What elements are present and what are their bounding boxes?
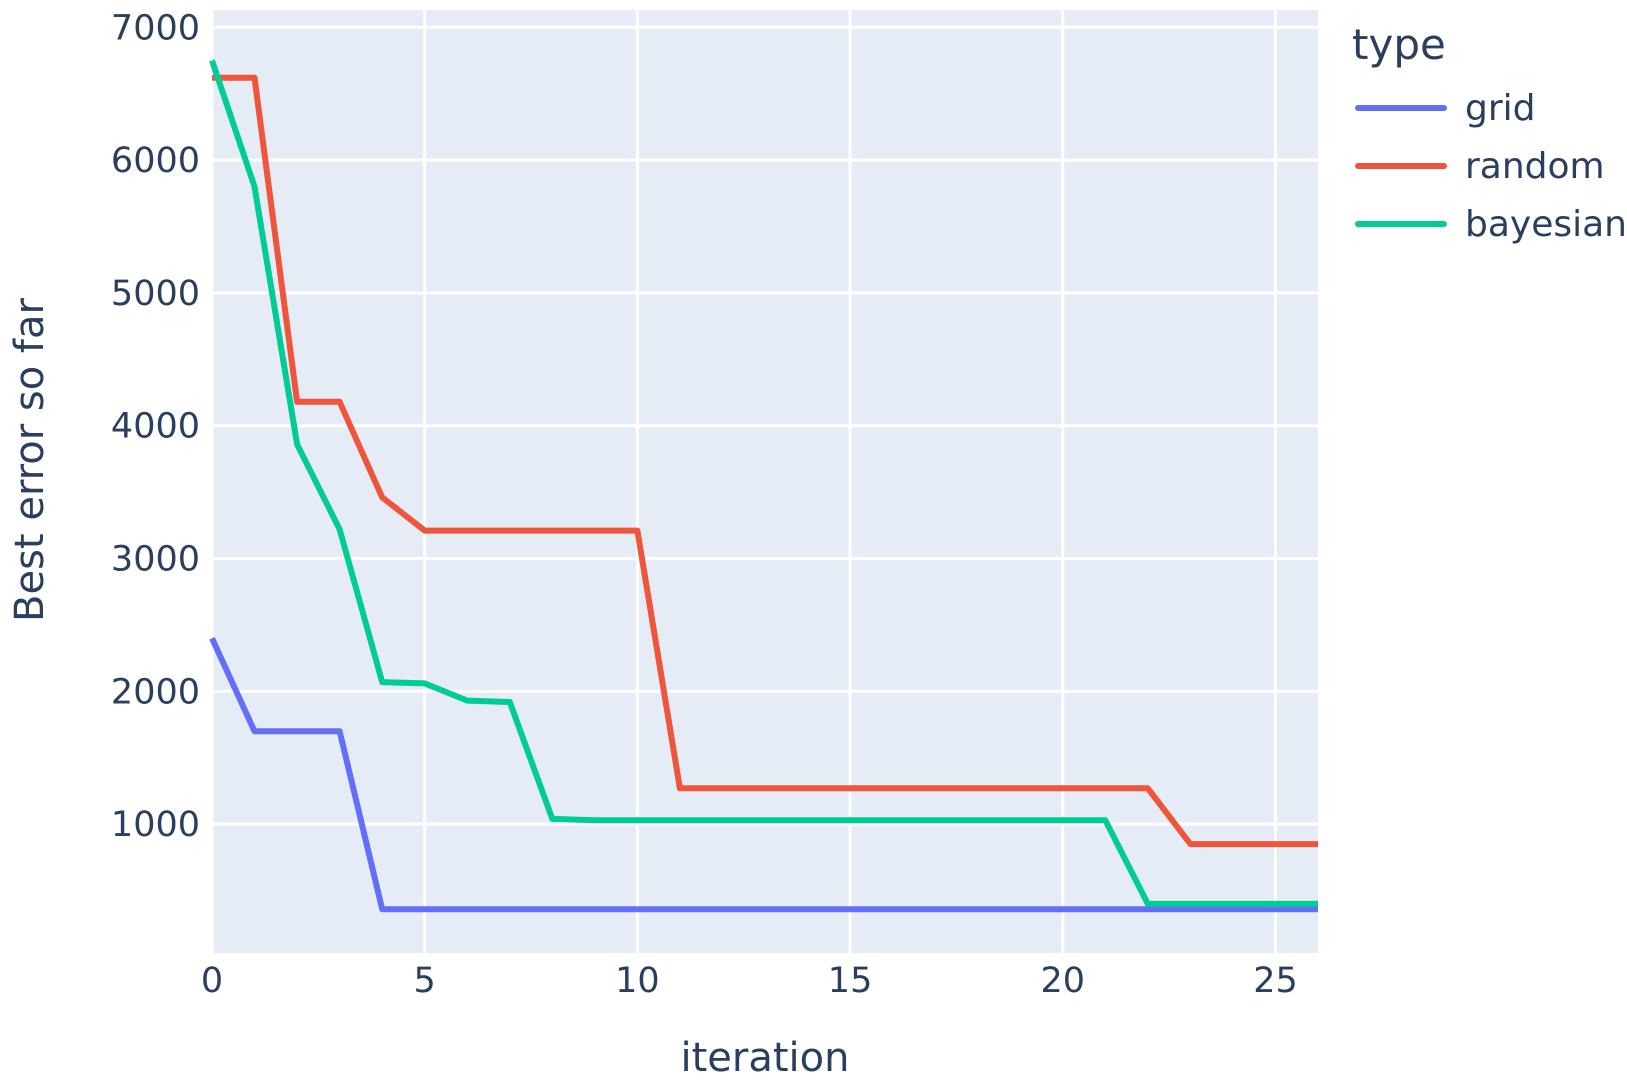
y-tick-label: 4000	[111, 407, 200, 447]
legend-label-random: random	[1465, 145, 1605, 187]
x-tick-label: 15	[828, 961, 873, 1001]
y-axis-title: Best error so far	[7, 298, 53, 622]
x-tick-label: 20	[1040, 961, 1085, 1001]
legend-swatch-random	[1355, 163, 1447, 169]
x-axis-title: iteration	[680, 1035, 850, 1081]
plot-area[interactable]	[212, 10, 1318, 953]
y-tick-label: 3000	[111, 540, 200, 580]
legend-item-grid[interactable]: grid	[1348, 79, 1627, 137]
series-line-random	[212, 74, 1318, 848]
series-line-grid	[209, 636, 1318, 913]
legend-label-bayesian: bayesian	[1465, 203, 1627, 245]
x-tick-label: 10	[615, 961, 660, 1001]
legend-item-random[interactable]: random	[1348, 137, 1627, 195]
legend-title: type	[1352, 20, 1446, 69]
legend-swatch-bayesian	[1355, 221, 1447, 227]
legend-swatch-grid	[1355, 105, 1447, 111]
series-line-bayesian	[209, 59, 1318, 907]
x-tick-label: 25	[1253, 961, 1298, 1001]
y-tick-label: 7000	[111, 8, 200, 48]
legend: type grid random bayesian	[1348, 20, 1627, 253]
y-tick-label: 6000	[111, 141, 200, 181]
x-tick-label: 0	[201, 961, 223, 1001]
y-tick-label: 2000	[111, 672, 200, 712]
legend-item-bayesian[interactable]: bayesian	[1348, 195, 1627, 253]
y-tick-label: 1000	[111, 805, 200, 845]
x-tick-label: 5	[414, 961, 436, 1001]
y-tick-label: 5000	[111, 274, 200, 314]
legend-items: grid random bayesian	[1348, 79, 1627, 253]
legend-label-grid: grid	[1465, 87, 1536, 129]
